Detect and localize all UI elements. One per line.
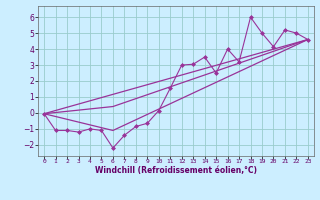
X-axis label: Windchill (Refroidissement éolien,°C): Windchill (Refroidissement éolien,°C)	[95, 166, 257, 175]
